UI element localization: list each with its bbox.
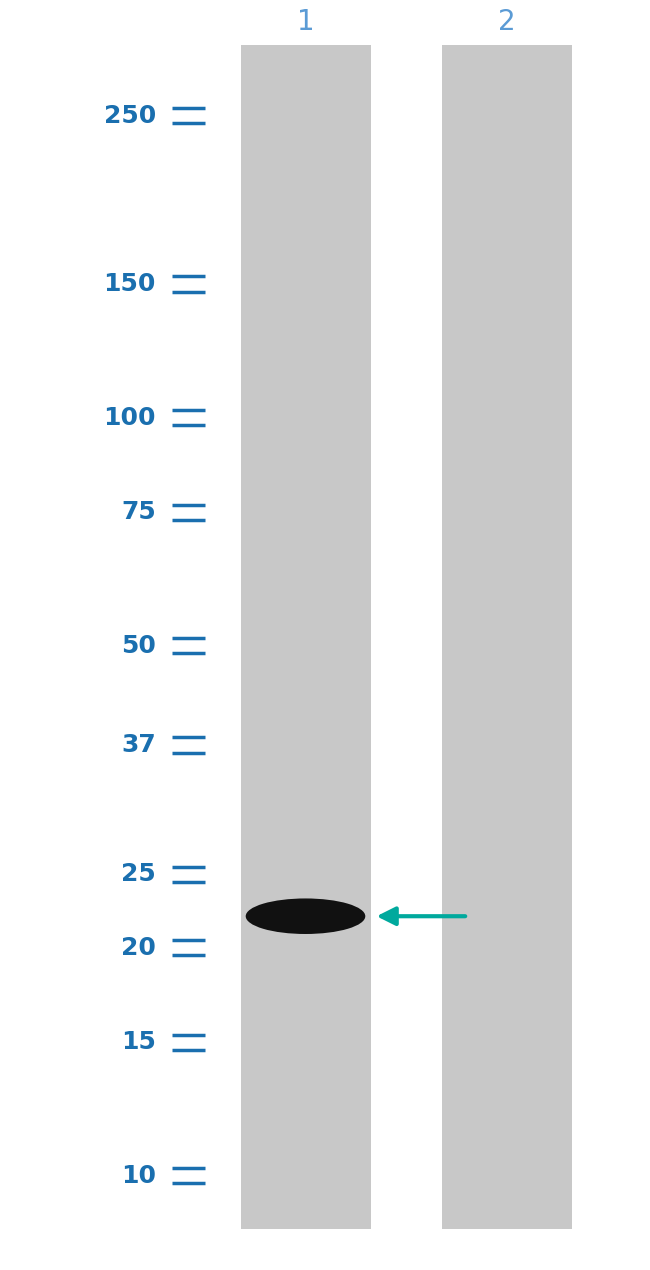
Text: 150: 150 [103,272,156,296]
Text: 75: 75 [122,500,156,525]
Bar [240,44,370,1229]
Text: 15: 15 [121,1030,156,1054]
Text: 250: 250 [104,104,156,128]
Text: 10: 10 [121,1163,156,1187]
Text: 2: 2 [498,8,516,36]
Text: 1: 1 [296,8,315,36]
Text: 37: 37 [122,733,156,757]
Text: 100: 100 [103,405,156,429]
Text: 20: 20 [121,936,156,960]
Ellipse shape [246,898,365,933]
Text: 50: 50 [121,634,156,658]
Bar [442,44,572,1229]
Text: 25: 25 [122,862,156,886]
